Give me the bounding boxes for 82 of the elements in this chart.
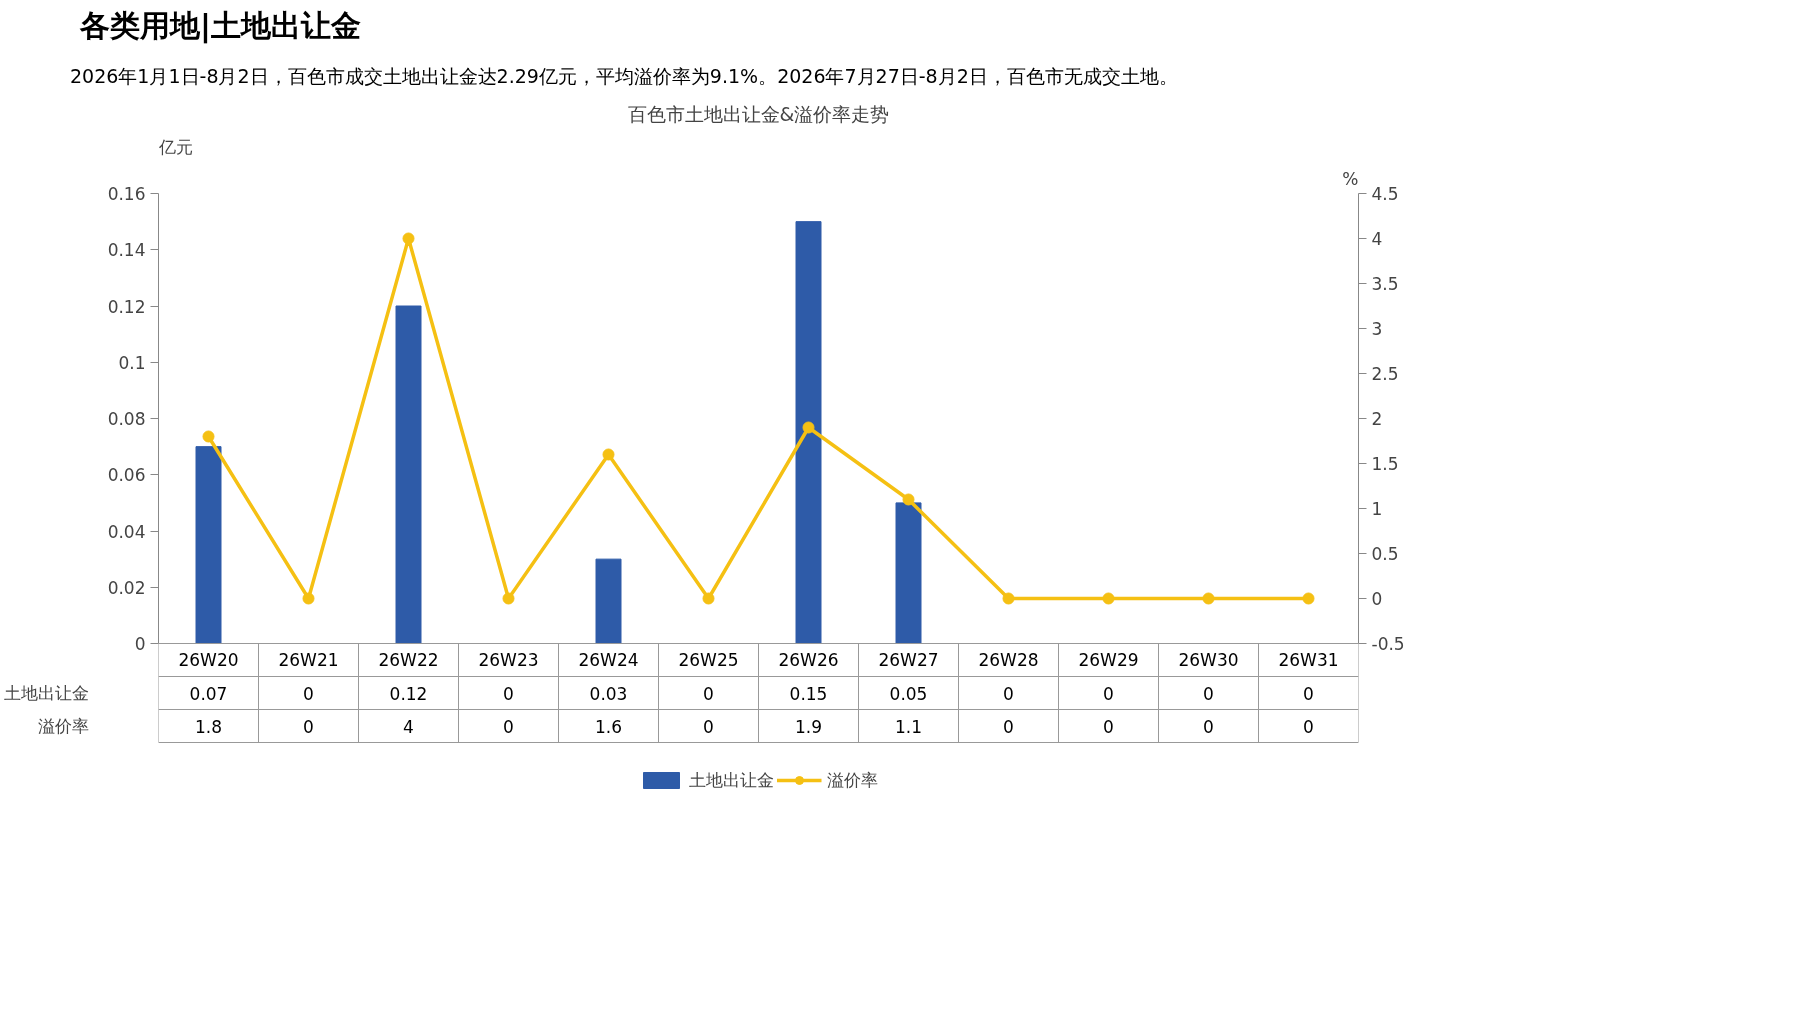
x-tick-label: 26W29 bbox=[1078, 649, 1139, 670]
point bbox=[1002, 592, 1015, 605]
data-label: 0 bbox=[1203, 683, 1214, 704]
point bbox=[202, 430, 215, 443]
y2-tick-label: 3 bbox=[1371, 318, 1383, 339]
y2-tick-label: 3.5 bbox=[1371, 273, 1399, 294]
y2-tick-label: 4.5 bbox=[1371, 183, 1399, 204]
data-label: 0.07 bbox=[189, 683, 228, 704]
x-tick-label: 26W24 bbox=[578, 649, 639, 670]
point bbox=[1202, 592, 1215, 605]
point bbox=[602, 448, 615, 461]
y2-tick-label: 2.5 bbox=[1371, 363, 1399, 384]
y2-tick-label: 4 bbox=[1371, 228, 1383, 249]
bar bbox=[195, 446, 222, 644]
x-tick-label: 26W30 bbox=[1178, 649, 1239, 670]
data-label: 1.9 bbox=[794, 716, 823, 737]
y-tick-label: 0.06 bbox=[107, 465, 146, 486]
data-label: 0 bbox=[503, 683, 514, 704]
data-label: 0.05 bbox=[889, 683, 928, 704]
data-label: 0 bbox=[303, 716, 314, 737]
x-tick-label: 26W31 bbox=[1278, 649, 1339, 670]
point bbox=[902, 493, 915, 506]
chart-title: 百色市土地出让金&溢价率走势 bbox=[627, 102, 890, 125]
y2-tick-label: -0.5 bbox=[1371, 633, 1405, 654]
y2-tick-label: 2 bbox=[1371, 408, 1383, 429]
point bbox=[802, 421, 815, 434]
y-tick-label: 0.14 bbox=[107, 240, 146, 261]
x-tick-label: 26W26 bbox=[778, 649, 839, 670]
y-tick-label: 0.08 bbox=[107, 408, 146, 429]
x-tick-label: 26W25 bbox=[678, 649, 739, 670]
data-label: 1.8 bbox=[194, 716, 223, 737]
point bbox=[302, 592, 315, 605]
point bbox=[1302, 592, 1315, 605]
legend-label: 土地出让金 bbox=[688, 769, 774, 792]
bar bbox=[795, 221, 822, 644]
data-label: 0 bbox=[1303, 683, 1314, 704]
data-label: 0 bbox=[303, 683, 314, 704]
data-label: 1.6 bbox=[594, 716, 623, 737]
y-tick-label: 0.02 bbox=[107, 577, 146, 598]
legend-label: 溢价率 bbox=[826, 769, 878, 792]
text: 土地出让金 bbox=[3, 682, 89, 703]
bar bbox=[895, 502, 922, 644]
data-label: 0 bbox=[1303, 716, 1314, 737]
text: 溢价率 bbox=[37, 715, 89, 736]
y2-tick-label: 1.5 bbox=[1371, 453, 1399, 474]
x-tick-label: 26W21 bbox=[278, 649, 339, 670]
data-label: 0 bbox=[1103, 683, 1114, 704]
chart-subtitle: 2026年1月1日-8月2日，百色市成交土地出让金达2.29亿元，平均溢价率为9.1%。2026年7月27日-8月2日，百色市无成交土地。 bbox=[70, 63, 1178, 89]
y-axis-title: 亿元 bbox=[157, 136, 193, 157]
bar bbox=[595, 558, 622, 644]
data-label: 0 bbox=[1003, 716, 1014, 737]
y-tick-label: 0.12 bbox=[107, 296, 146, 317]
y2-tick-label: 1 bbox=[1371, 498, 1383, 519]
data-label: 4 bbox=[403, 716, 414, 737]
data-label: 0.15 bbox=[789, 683, 828, 704]
data-label: 0 bbox=[1103, 716, 1114, 737]
data-label: 0 bbox=[1003, 683, 1014, 704]
data-label: 0.12 bbox=[389, 683, 428, 704]
x-tick-label: 26W27 bbox=[878, 649, 939, 670]
point bbox=[502, 592, 515, 605]
point bbox=[702, 592, 715, 605]
x-tick-label: 26W23 bbox=[478, 649, 539, 670]
data-label: 0 bbox=[503, 716, 514, 737]
y2-tick-label: 0 bbox=[1371, 588, 1383, 609]
point bbox=[1102, 592, 1115, 605]
data-label: 0 bbox=[703, 683, 714, 704]
data-label: 0.03 bbox=[589, 683, 628, 704]
x-tick-label: 26W20 bbox=[178, 649, 239, 670]
y-tick-label: 0.1 bbox=[118, 352, 146, 373]
point bbox=[402, 232, 415, 245]
text: 各类用地|土地出让金 bbox=[80, 7, 361, 46]
y-tick-label: 0 bbox=[134, 633, 146, 654]
y2-axis-title: % bbox=[1342, 168, 1359, 189]
data-label: 0 bbox=[703, 716, 714, 737]
y2-tick-label: 0.5 bbox=[1371, 543, 1399, 564]
x-tick-label: 26W22 bbox=[378, 649, 439, 670]
y-tick-label: 0.04 bbox=[107, 521, 146, 542]
data-label: 1.1 bbox=[894, 716, 923, 737]
x-tick-label: 26W28 bbox=[978, 649, 1039, 670]
data-label: 0 bbox=[1203, 716, 1214, 737]
bar bbox=[395, 305, 422, 644]
y-tick-label: 0.16 bbox=[107, 183, 146, 204]
